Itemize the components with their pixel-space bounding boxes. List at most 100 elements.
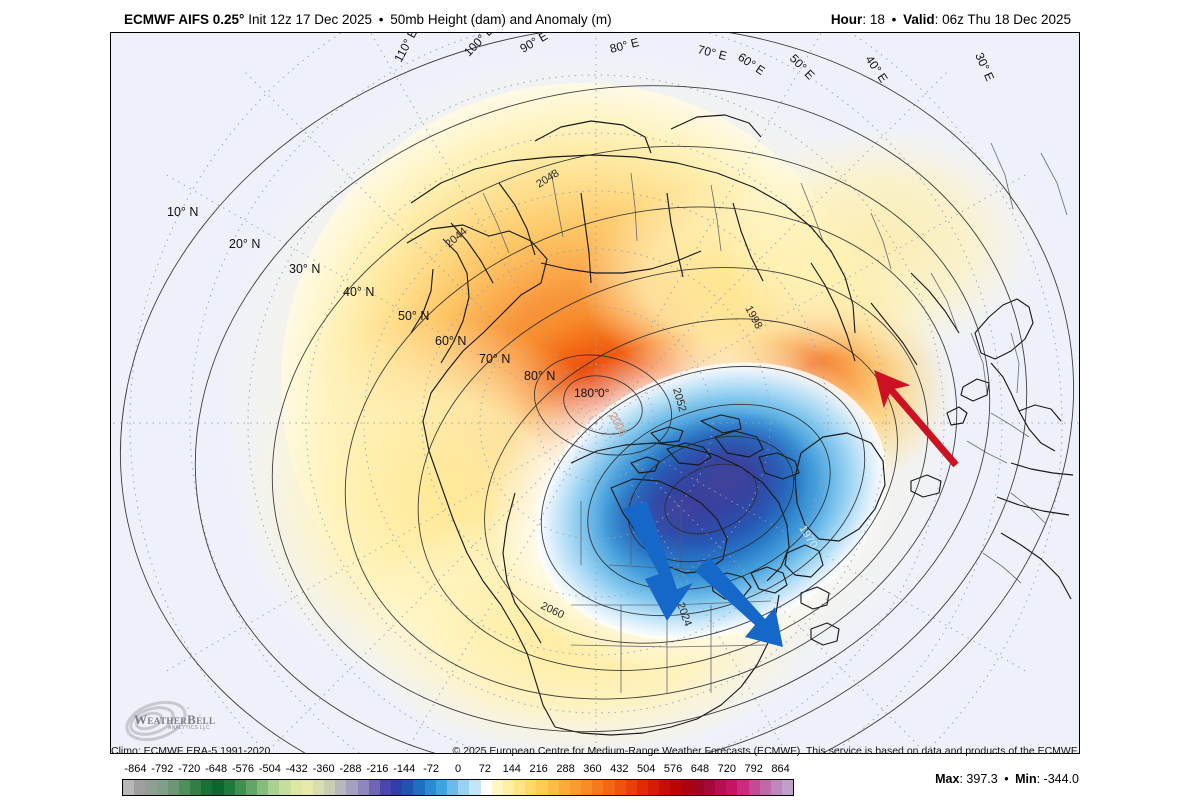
colorbar-swatch (123, 780, 135, 795)
colorbar-swatch (178, 780, 191, 795)
colorbar-tick-label: -504 (258, 763, 281, 775)
min-value: -344.0 (1043, 772, 1079, 786)
model-name: ECMWF AIFS 0.25° (124, 12, 245, 27)
blue-arrow-2 (695, 557, 783, 647)
colorbar-swatch (156, 780, 168, 795)
colorbar-ticks: -864 -792 -720 -648 -576 -504 -432 -360 -288 -216… (122, 763, 794, 778)
anomaly-field (217, 49, 1041, 753)
colorbar-tick-label: 576 (663, 763, 683, 775)
svg-text:20° N: 20° N (229, 237, 260, 251)
colorbar-swatch (770, 780, 783, 795)
colorbar-tick-label: 288 (556, 763, 575, 775)
colorbar-swatch (234, 780, 246, 795)
logo-swirl-icon (125, 700, 206, 742)
svg-text:50° N: 50° N (398, 309, 429, 323)
svg-text:80° E: 80° E (608, 35, 640, 56)
colorbar-tick-label: 0 (454, 763, 462, 775)
colorbar-swatch (424, 780, 436, 795)
colorbar-swatch (245, 780, 258, 795)
svg-text:40° N: 40° N (343, 285, 374, 299)
polar-stereographic-map[interactable]: 2048 2044 1998 2052 2006 1970 2024 2060 … (111, 33, 1079, 753)
colorbar-tick-label: -288 (339, 763, 362, 775)
colorbar-tick-label: 792 (744, 763, 763, 775)
svg-text:70° E: 70° E (696, 42, 728, 63)
colorbar-swatch (569, 780, 582, 795)
valid-label: Valid (903, 12, 935, 27)
field-name: 50mb Height (dam) and Anomaly (m) (390, 12, 612, 27)
colorbar-swatch (469, 780, 481, 795)
colorbar-swatch (435, 780, 447, 795)
colorbar-swatch (324, 780, 336, 795)
colorbar-swatch (581, 780, 593, 795)
colorbar-tick-label: -72 (423, 763, 440, 775)
colorbar-swatch (625, 780, 637, 795)
colorbar-swatch (413, 780, 425, 795)
colorbar-swatch (201, 780, 213, 795)
political-borders (482, 142, 1068, 693)
colorbar-swatch (782, 780, 794, 795)
colorbar-tick-label: -720 (178, 763, 201, 775)
colorbar-swatch (212, 780, 224, 795)
colorbar-tick-label: 864 (771, 763, 790, 775)
logo-text: WeatherBell (134, 712, 216, 727)
colorbar-swatch (748, 780, 760, 795)
weatherbell-logo: WeatherBell ANALYTICS LLC (116, 699, 220, 743)
colorbar-swatch (279, 780, 291, 795)
colorbar-swatch (402, 780, 414, 795)
svg-text:10° N: 10° N (167, 205, 198, 219)
colorbar-tick-label: -864 (124, 763, 147, 775)
colorbar-swatch (737, 780, 749, 795)
colorbar-tick-label: 720 (717, 763, 736, 775)
colorbar-swatch (592, 780, 604, 795)
colorbar-tick-label: 216 (529, 763, 548, 775)
colorbar-tick-label: -576 (231, 763, 254, 775)
blue-arrow-1 (623, 501, 693, 621)
init-time: Init 12z 17 Dec 2025 (248, 12, 373, 27)
colorbar-swatch (458, 780, 470, 795)
header-bullet-2: • (891, 12, 897, 27)
colorbar-swatch (357, 780, 369, 795)
svg-text:0°: 0° (598, 386, 610, 400)
colorbar-tick-label: -360 (312, 763, 335, 775)
colorbar-swatch (145, 780, 157, 795)
colorbar-tick-label: 432 (610, 763, 629, 775)
max-label: Max (935, 772, 960, 786)
hour-label: Hour (830, 12, 863, 27)
header: ECMWF AIFS 0.25° Init 12z 17 Dec 2025 • … (0, 0, 1201, 30)
colorbar-swatch (659, 780, 671, 795)
colorbar-swatch (558, 780, 570, 795)
colorbar-swatch (134, 780, 146, 795)
colorbar-swatch (536, 780, 548, 795)
height-contours (120, 33, 1074, 753)
colorbar-swatch (603, 780, 615, 795)
colorbar-swatch (491, 780, 503, 795)
colorbar-tick-label: 72 (478, 763, 491, 775)
colorbar-swatch (547, 780, 559, 795)
colorbar-tick-label: -216 (366, 763, 389, 775)
colorbar-tick-label: -432 (285, 763, 308, 775)
colorbar-swatch (636, 780, 649, 795)
colorbar-swatch (681, 780, 693, 795)
colorbar-swatch (703, 780, 716, 795)
colorbar-swatch (290, 780, 302, 795)
header-validity: Hour: 18 • Valid: 06z Thu 18 Dec 2025 (830, 12, 1071, 27)
colorbar-tick-label: -144 (393, 763, 416, 775)
colorbar-swatch (391, 780, 403, 795)
colorbar-tick-label: 360 (583, 763, 602, 775)
colorbar-swatch (692, 780, 704, 795)
logo-subtext: ANALYTICS LLC (168, 725, 210, 731)
colorbar-tick-label: -792 (151, 763, 174, 775)
colorbar-swatch (301, 780, 313, 795)
map-panel[interactable]: 2048 2044 1998 2052 2006 1970 2024 2060 … (110, 32, 1080, 754)
colorbar-swatch (759, 780, 771, 795)
colorbar-swatch (335, 780, 347, 795)
colorbar-swatch (190, 780, 202, 795)
colorbar-tick-label: 648 (690, 763, 710, 775)
colorbar-swatch (502, 780, 515, 795)
colorbar-swatch (726, 780, 738, 795)
colorbar (122, 779, 794, 796)
colorbar-swatch (480, 780, 492, 795)
colorbar-swatch (379, 780, 392, 795)
colorbar-swatch (257, 780, 269, 795)
